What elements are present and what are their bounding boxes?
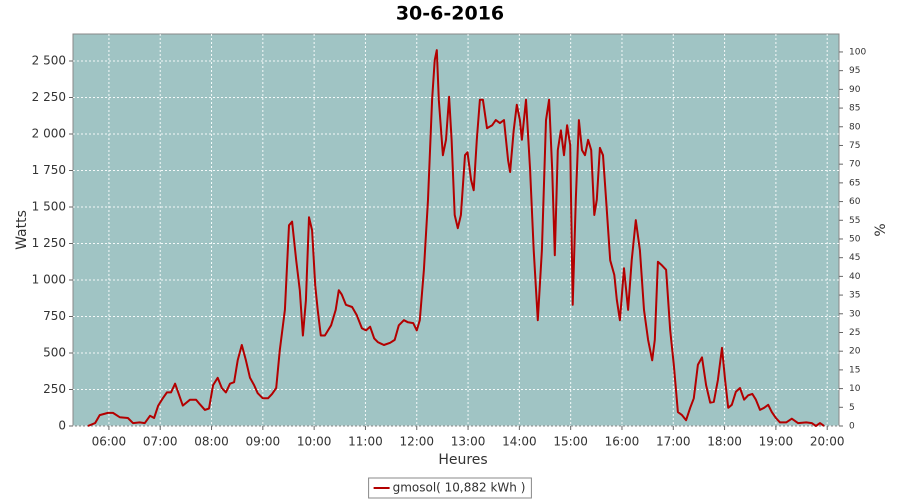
y2-tick-label: 45 [849, 253, 860, 263]
legend-label: gmosol( 10,882 kWh ) [393, 481, 526, 495]
y2-tick-label: 25 [849, 328, 860, 338]
x-tick-label: 19:00 [759, 435, 794, 449]
y2-tick-label: 85 [849, 104, 860, 114]
x-tick-label: 20:00 [810, 435, 845, 449]
y2-tick-label: 35 [849, 291, 860, 301]
x-tick-label: 14:00 [502, 435, 537, 449]
y2-tick-label: 95 [849, 66, 860, 76]
y-tick-label: 1 500 [32, 200, 66, 214]
y-tick-label: 2 000 [32, 127, 66, 141]
y2-tick-label: 30 [849, 309, 861, 319]
x-axis-label: Heures [438, 452, 487, 468]
x-tick-label: 16:00 [605, 435, 640, 449]
y2-tick-label: 15 [849, 365, 860, 375]
y2-tick-label: 80 [849, 122, 861, 132]
x-tick-label: 13:00 [451, 435, 486, 449]
x-tick-label: 08:00 [194, 435, 229, 449]
plot-area [72, 33, 840, 427]
legend-box [368, 477, 532, 499]
y2-tick-label: 90 [849, 85, 861, 95]
y2-axis-label: % [873, 223, 889, 236]
x-tick-label: 15:00 [553, 435, 588, 449]
y-tick-label: 500 [43, 346, 66, 360]
y-tick-label: 250 [43, 382, 66, 396]
x-tick-label: 12:00 [399, 435, 434, 449]
x-tick-label: 17:00 [656, 435, 691, 449]
chart-title: 30-6-2016 [396, 3, 504, 25]
y2-tick-label: 65 [849, 178, 860, 188]
y2-tick-label: 20 [849, 347, 861, 357]
y2-tick-label: 55 [849, 216, 860, 226]
y2-tick-label: 100 [849, 47, 866, 57]
x-tick-label: 07:00 [143, 435, 178, 449]
y-tick-label: 1 750 [32, 163, 66, 177]
y-tick-label: 1 250 [32, 236, 66, 250]
y-tick-label: 0 [58, 419, 66, 433]
y2-tick-label: 10 [849, 384, 861, 394]
y-tick-label: 2 500 [32, 54, 66, 68]
y2-tick-label: 50 [849, 234, 861, 244]
y-tick-label: 750 [43, 309, 66, 323]
x-tick-label: 06:00 [92, 435, 127, 449]
y2-tick-label: 60 [849, 197, 861, 207]
y2-tick-label: 5 [849, 403, 855, 413]
data-line [87, 49, 825, 427]
y-tick-label: 1 000 [32, 273, 66, 287]
y2-tick-label: 75 [849, 141, 860, 151]
y2-tick-label: 70 [849, 160, 861, 170]
x-tick-label: 10:00 [297, 435, 332, 449]
x-tick-label: 11:00 [348, 435, 383, 449]
y2-tick-label: 0 [849, 422, 855, 432]
x-tick-label: 18:00 [707, 435, 742, 449]
y-axis-label: Watts [14, 210, 30, 250]
x-tick-label: 09:00 [246, 435, 281, 449]
y2-tick-label: 40 [849, 272, 861, 282]
y-tick-label: 2 250 [32, 90, 66, 104]
